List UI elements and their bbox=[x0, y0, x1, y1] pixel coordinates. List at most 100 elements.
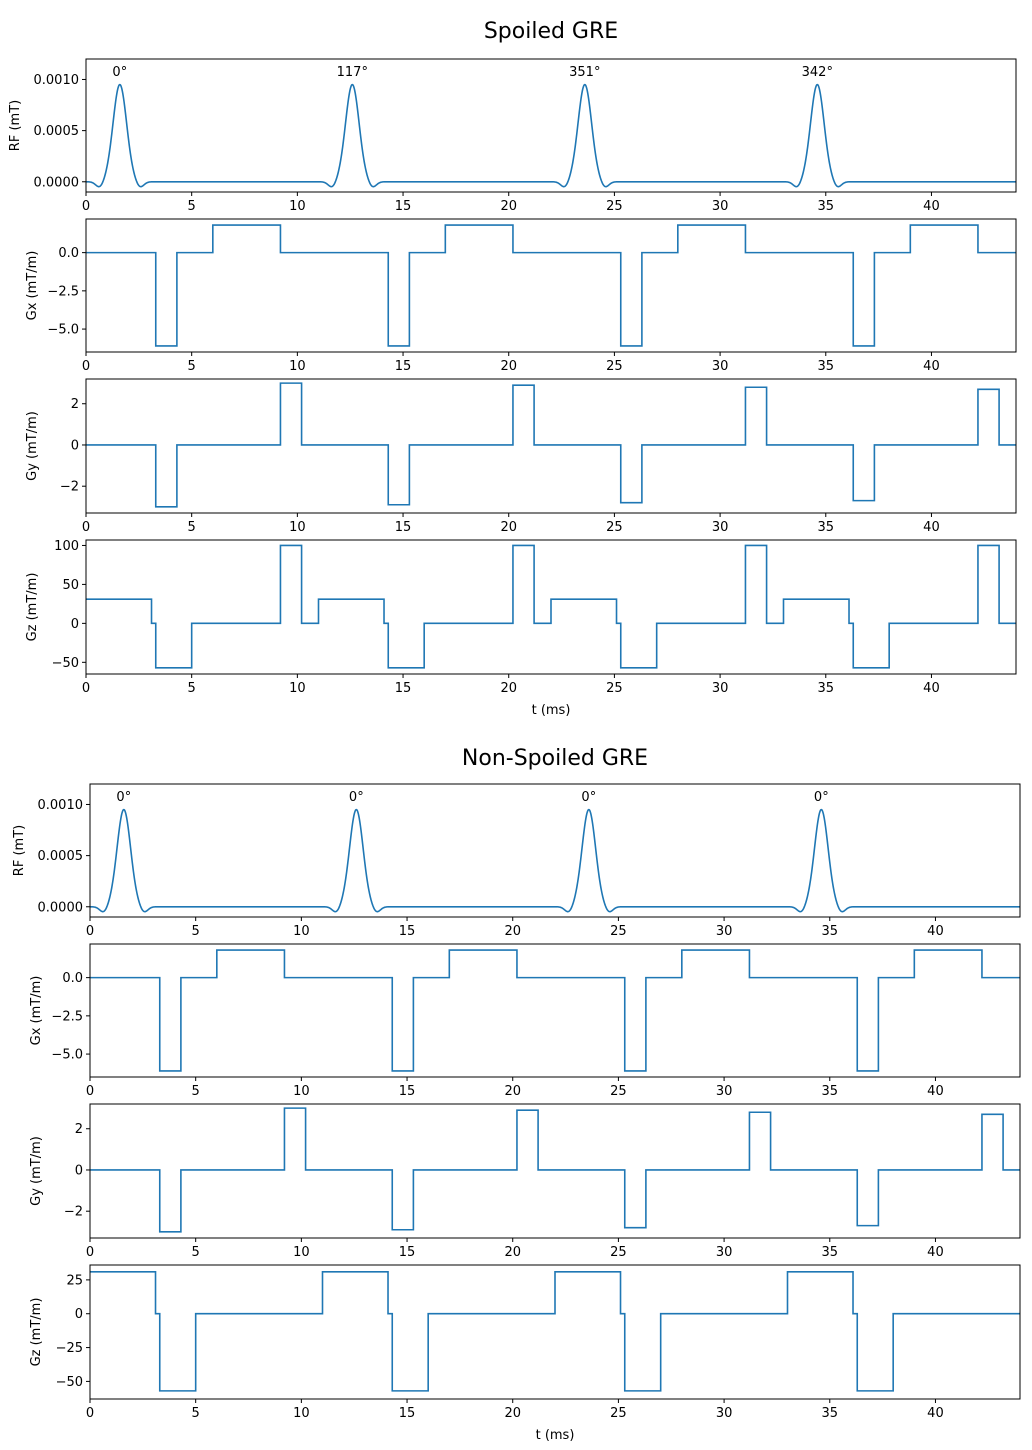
x-tick-label: 10 bbox=[289, 681, 306, 696]
x-tick-label: 15 bbox=[399, 924, 416, 939]
y-tick-label: 0 bbox=[71, 617, 79, 632]
x-tick-label: 30 bbox=[712, 520, 729, 535]
x-tick-label: 10 bbox=[289, 359, 306, 374]
y-tick-label: 0.0000 bbox=[38, 900, 84, 915]
x-tick-label: 30 bbox=[716, 924, 733, 939]
axes-frame bbox=[89, 783, 1021, 918]
rf-phase-label: 351° bbox=[569, 65, 600, 80]
rf-phase-label: 0° bbox=[581, 790, 596, 805]
x-tick-label: 40 bbox=[927, 1406, 944, 1421]
y-tick-label: 2 bbox=[75, 1122, 83, 1137]
y-tick-label: −25 bbox=[56, 1341, 83, 1356]
y-axis-label: Gy (mT/m) bbox=[25, 411, 40, 481]
x-tick-label: 15 bbox=[395, 520, 412, 535]
series-line-gz bbox=[86, 544, 1016, 669]
x-tick-label: 25 bbox=[610, 1406, 627, 1421]
series-line-gx bbox=[90, 949, 1020, 1072]
x-tick-label: 15 bbox=[399, 1406, 416, 1421]
y-tick-label: −2 bbox=[60, 480, 79, 495]
x-tick-label: 5 bbox=[192, 1084, 200, 1099]
x-tick-label: 20 bbox=[504, 1406, 521, 1421]
x-tick-label: 5 bbox=[188, 681, 196, 696]
x-tick-label: 5 bbox=[188, 199, 196, 214]
y-tick-label: −2.5 bbox=[47, 284, 79, 299]
x-tick-label: 35 bbox=[817, 520, 834, 535]
x-tick-label: 0 bbox=[82, 359, 90, 374]
x-tick-label: 20 bbox=[504, 924, 521, 939]
x-tick-label: 35 bbox=[821, 924, 838, 939]
x-tick-label: 35 bbox=[821, 1084, 838, 1099]
x-tick-label: 20 bbox=[504, 1084, 521, 1099]
axes-frame bbox=[89, 1103, 1021, 1239]
y-tick-label: 0 bbox=[75, 1307, 83, 1322]
y-tick-label: −2 bbox=[64, 1205, 83, 1220]
x-tick-label: 25 bbox=[610, 1245, 627, 1260]
y-tick-label: −5.0 bbox=[47, 323, 79, 338]
x-tick-label: 40 bbox=[923, 681, 940, 696]
x-tick-label: 0 bbox=[86, 924, 94, 939]
x-tick-label: 15 bbox=[395, 359, 412, 374]
y-axis-label: Gz (mT/m) bbox=[29, 1298, 44, 1367]
series-line-gx bbox=[86, 224, 1016, 347]
x-axis-label: t (ms) bbox=[536, 1428, 575, 1443]
y-axis-label: RF (mT) bbox=[12, 825, 27, 876]
x-tick-label: 25 bbox=[610, 924, 627, 939]
x-tick-label: 30 bbox=[712, 359, 729, 374]
x-tick-label: 0 bbox=[82, 681, 90, 696]
series-line-rf bbox=[86, 83, 1016, 188]
x-tick-label: 5 bbox=[188, 359, 196, 374]
x-tick-label: 30 bbox=[712, 681, 729, 696]
x-tick-label: 40 bbox=[923, 520, 940, 535]
y-tick-label: 0.0005 bbox=[38, 849, 84, 864]
y-axis-label: Gx (mT/m) bbox=[25, 251, 40, 321]
x-tick-label: 5 bbox=[192, 1245, 200, 1260]
y-tick-label: 0 bbox=[75, 1163, 83, 1178]
rf-phase-label: 342° bbox=[802, 65, 833, 80]
figure-title: Spoiled GRE bbox=[484, 19, 618, 44]
y-axis-label: Gy (mT/m) bbox=[29, 1136, 44, 1206]
x-tick-label: 15 bbox=[399, 1084, 416, 1099]
y-tick-label: −5.0 bbox=[51, 1048, 83, 1063]
x-tick-label: 10 bbox=[289, 520, 306, 535]
axes-frame bbox=[89, 943, 1021, 1078]
x-tick-label: 20 bbox=[500, 520, 517, 535]
y-tick-label: 0.0000 bbox=[34, 175, 80, 190]
axes-gy: 0 5 10 15 20 25 30 35 40 −2 0 2 Gy (mT/m) bbox=[29, 1103, 1021, 1260]
y-tick-label: 0.0010 bbox=[34, 73, 80, 88]
x-tick-label: 20 bbox=[500, 681, 517, 696]
rf-phase-label: 0° bbox=[814, 790, 829, 805]
x-tick-label: 40 bbox=[923, 359, 940, 374]
axes-frame bbox=[85, 539, 1017, 675]
x-tick-label: 10 bbox=[293, 1084, 310, 1099]
y-tick-label: 2 bbox=[71, 397, 79, 412]
x-tick-label: 15 bbox=[395, 199, 412, 214]
x-tick-label: 30 bbox=[712, 199, 729, 214]
rf-phase-label: 0° bbox=[116, 790, 131, 805]
axes-frame bbox=[89, 1264, 1021, 1400]
x-tick-label: 0 bbox=[86, 1245, 94, 1260]
x-axis-label: t (ms) bbox=[532, 703, 571, 718]
x-tick-label: 20 bbox=[500, 359, 517, 374]
axes-gy: 0 5 10 15 20 25 30 35 40 −2 0 2 Gy (mT/m) bbox=[25, 378, 1017, 535]
rf-phase-label: 0° bbox=[349, 790, 364, 805]
axes-gx: 0 5 10 15 20 25 30 35 40 −5.0 −2.5 0.0 Gx (mT/m) bbox=[29, 943, 1021, 1099]
x-tick-label: 0 bbox=[86, 1406, 94, 1421]
x-tick-label: 30 bbox=[716, 1084, 733, 1099]
series-line-gy bbox=[90, 1107, 1020, 1233]
x-tick-label: 25 bbox=[610, 1084, 627, 1099]
y-tick-label: −50 bbox=[52, 656, 79, 671]
y-tick-label: −2.5 bbox=[51, 1009, 83, 1024]
y-tick-label: 100 bbox=[54, 539, 79, 554]
y-axis-label: Gx (mT/m) bbox=[29, 976, 44, 1046]
y-axis-label: RF (mT) bbox=[8, 100, 23, 151]
x-tick-label: 0 bbox=[86, 1084, 94, 1099]
x-tick-label: 30 bbox=[716, 1245, 733, 1260]
y-tick-label: 0.0 bbox=[58, 246, 79, 261]
x-tick-label: 40 bbox=[927, 1084, 944, 1099]
x-tick-label: 20 bbox=[504, 1245, 521, 1260]
x-tick-label: 10 bbox=[293, 924, 310, 939]
